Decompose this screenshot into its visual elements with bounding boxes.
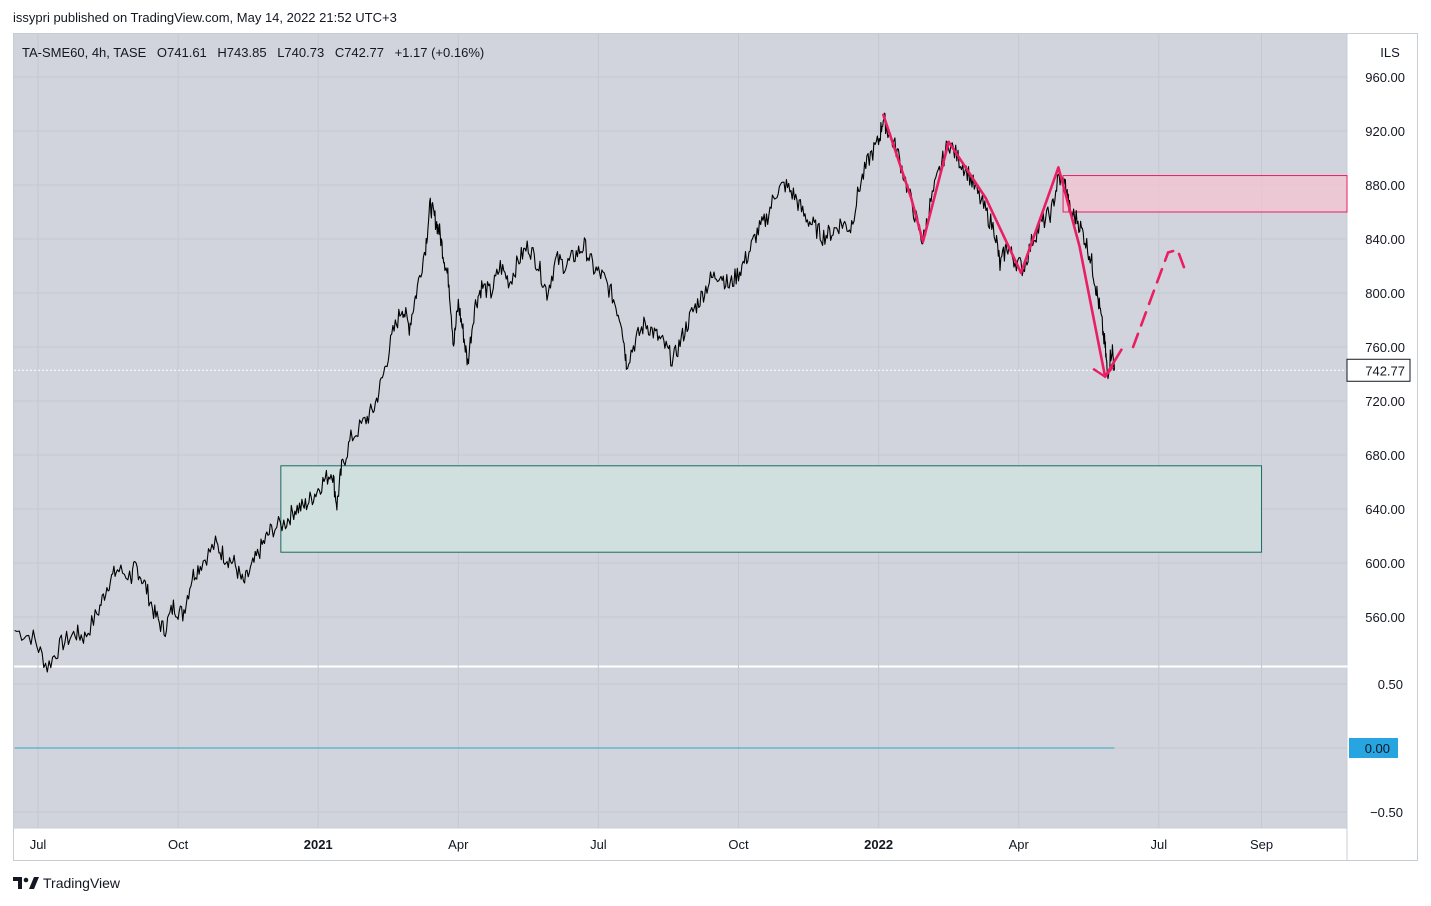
price-axis-label: 800.00 (1365, 286, 1405, 301)
time-axis-label: Apr (448, 837, 469, 852)
oscillator-value-badge (1349, 738, 1398, 758)
publisher-caption: issypri published on TradingView.com, Ma… (13, 10, 397, 25)
time-axis-label: Oct (728, 837, 749, 852)
brand-name: TradingView (43, 875, 121, 891)
legend-high: H743.85 (217, 45, 267, 60)
tradingview-branding[interactable]: TradingView (13, 875, 120, 891)
last-price-label: 742.77 (1365, 363, 1405, 378)
time-axis-label: 2021 (304, 837, 333, 852)
price-axis-label: 960.00 (1365, 70, 1405, 85)
projection-dashed-arrow (1131, 248, 1186, 349)
oscillator-axis-label: −0.50 (1370, 805, 1403, 820)
oscillator-axis-label: 0.50 (1378, 677, 1403, 692)
pattern-zigzag (882, 113, 1123, 378)
support-zone-box (280, 465, 1263, 553)
main-pane-background (14, 34, 1347, 666)
price-axis-label: 920.00 (1365, 124, 1405, 139)
legend-close: C742.77 (334, 45, 384, 60)
legend-change: +1.17 (+0.16%) (394, 45, 485, 60)
legend-low: L740.73 (277, 45, 325, 60)
price-axis-label: 560.00 (1365, 610, 1405, 625)
price-axis-label: 880.00 (1365, 178, 1405, 193)
time-axis-label: Apr (1009, 837, 1030, 852)
resistance-zone-box (1062, 175, 1348, 213)
last-price-badge (1346, 358, 1411, 382)
price-axis-label: 600.00 (1365, 556, 1405, 571)
time-axis-label: Oct (168, 837, 189, 852)
price-axis-background (1347, 34, 1417, 860)
time-axis-label: 2022 (864, 837, 893, 852)
tradingview-logo-icon (13, 877, 39, 889)
time-axis-label: Jul (30, 837, 47, 852)
price-axis-label: 840.00 (1365, 232, 1405, 247)
price-axis-label: 680.00 (1365, 448, 1405, 463)
symbol-legend: TA-SME60, 4h, TASE O741.61 H743.85 L740.… (22, 45, 491, 60)
time-axis-label: Jul (590, 837, 607, 852)
oscillator-value-label: 0.00 (1365, 741, 1390, 756)
price-axis-label: 720.00 (1365, 394, 1405, 409)
time-axis-label: Jul (1150, 837, 1167, 852)
time-axis-background (14, 828, 1347, 860)
pattern-arrow-head (1092, 365, 1115, 379)
currency-label: ILS (1380, 45, 1400, 60)
time-axis-label: Sep (1250, 837, 1273, 852)
chart-frame[interactable] (13, 33, 1418, 861)
price-axis-label: 760.00 (1365, 340, 1405, 355)
legend-symbol: TA-SME60, 4h, TASE (22, 45, 147, 60)
legend-open: O741.61 (156, 45, 207, 60)
price-axis-label: 640.00 (1365, 502, 1405, 517)
